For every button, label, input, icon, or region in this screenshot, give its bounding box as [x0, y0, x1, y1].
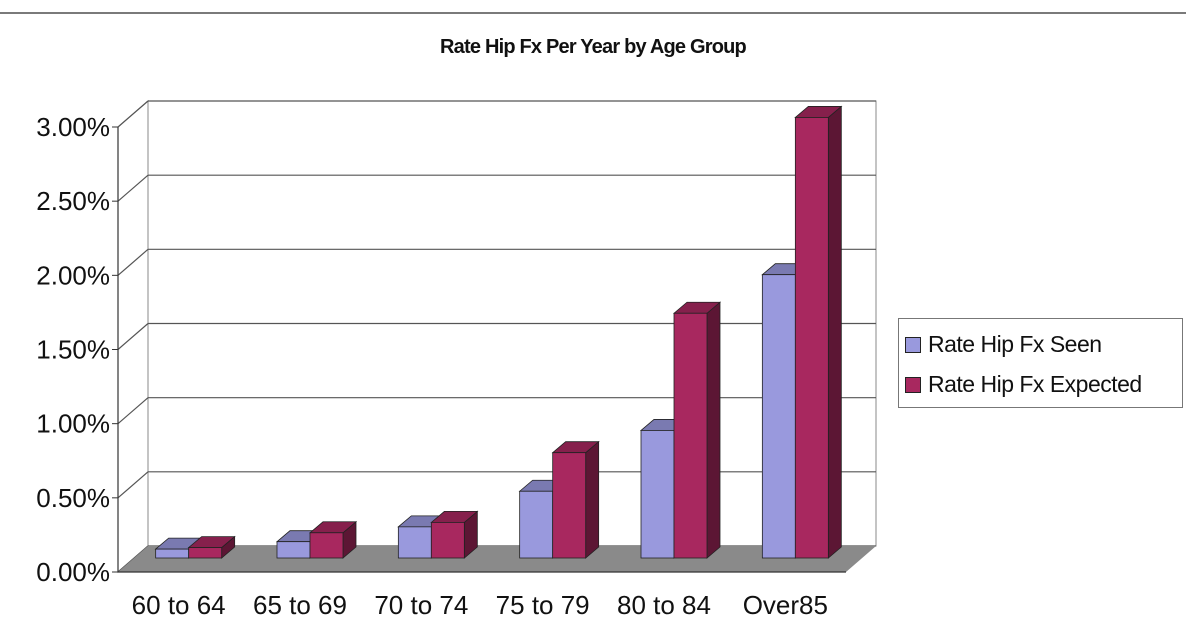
x-tick-label: 80 to 84 [617, 590, 711, 620]
bar-side [585, 440, 600, 559]
legend-swatch-seen [905, 336, 921, 353]
gridline-side [117, 100, 149, 128]
legend-label-expected: Rate Hip Fx Expected [928, 371, 1142, 397]
bar [276, 541, 311, 559]
x-tick-label: 75 to 79 [496, 590, 590, 620]
chart-title: Rate Hip Fx Per Year by Age Group [440, 36, 747, 58]
top-divider [0, 12, 1186, 14]
bar [155, 548, 190, 559]
gridline-side [117, 174, 149, 202]
legend-swatch-expected [905, 376, 921, 393]
gridline-side [117, 323, 149, 350]
bar [552, 452, 587, 559]
legend: Rate Hip Fx Seen Rate Hip Fx Expected [898, 318, 1183, 408]
x-tick-label: Over85 [743, 590, 828, 620]
y-tick-label: 3.00% [36, 112, 110, 142]
bar [309, 532, 344, 559]
bar [640, 430, 675, 559]
y-tick-label: 0.50% [36, 483, 110, 513]
y-tick-label: 2.50% [36, 186, 110, 216]
legend-item-seen: Rate Hip Fx Seen [905, 331, 1102, 358]
x-tick-label: 70 to 74 [374, 590, 468, 620]
gridline-side [117, 471, 149, 499]
bar [761, 274, 796, 559]
legend-item-expected: Rate Hip Fx Expected [905, 371, 1142, 398]
bar-side [706, 301, 721, 559]
y-tick-label: 1.00% [36, 409, 110, 439]
gridline-side [117, 397, 149, 425]
bar [188, 547, 223, 559]
y-tick-label: 1.50% [36, 335, 110, 365]
bar [430, 522, 465, 559]
bar [519, 490, 554, 559]
bar-side [827, 105, 842, 559]
bar [794, 117, 829, 559]
x-tick-label: 65 to 69 [253, 590, 347, 620]
x-tick-label: 60 to 64 [132, 590, 226, 620]
legend-label-seen: Rate Hip Fx Seen [928, 331, 1102, 357]
bar [397, 526, 432, 559]
gridline-side [117, 248, 149, 276]
y-tick-label: 0.00% [36, 557, 110, 587]
y-tick-label: 2.00% [36, 260, 110, 290]
bar [673, 312, 708, 559]
